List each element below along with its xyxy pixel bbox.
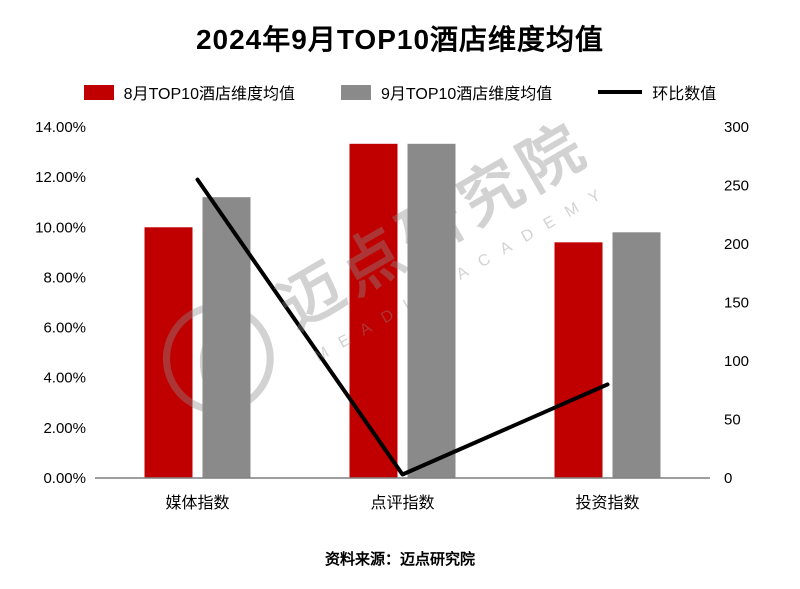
legend-item-september: 9月TOP10酒店维度均值 <box>340 80 553 104</box>
x-axis-category-label: 投资指数 <box>575 494 639 512</box>
left-axis-tick-label: 10.00% <box>35 219 86 236</box>
legend-item-mom: 环比数值 <box>598 80 716 104</box>
bar <box>554 242 603 478</box>
line-series <box>195 177 610 477</box>
right-axis-tick-label: 150 <box>724 295 749 312</box>
right-axis-tick-label: 200 <box>724 236 749 253</box>
bar <box>612 232 661 478</box>
legend-swatch-august <box>83 84 114 100</box>
source-note: 资料来源：迈点研究院 <box>324 551 475 568</box>
left-axis-tick-label: 4.00% <box>43 370 86 387</box>
left-axis-tick-label: 8.00% <box>43 269 86 286</box>
chart-canvas: 0.00% 2.00% 4.00% 6.00% 8.00% 10.00% 12.00% 14.… <box>35 119 749 512</box>
bar <box>202 197 251 478</box>
legend-label-mom: 环比数值 <box>652 86 717 103</box>
left-axis-tick-label: 14.00% <box>35 119 86 136</box>
left-axis-tick-label: 0.00% <box>43 470 86 487</box>
legend-swatch-september <box>340 84 371 100</box>
legend-item-august: 8月TOP10酒店维度均值 <box>83 80 295 104</box>
left-axis-tick-label: 2.00% <box>43 420 86 437</box>
right-axis-tick-label: 100 <box>724 353 749 370</box>
left-axis-tick-label: 6.00% <box>43 320 86 337</box>
bar <box>407 143 456 478</box>
bar <box>144 227 193 478</box>
legend: 8月TOP10酒店维度均值 9月TOP10酒店维度均值 环比数值 <box>0 80 800 104</box>
x-axis-category-label: 点评指数 <box>370 494 434 512</box>
right-axis-tick-label: 0 <box>724 470 732 487</box>
right-axis-tick-label: 250 <box>724 178 749 195</box>
legend-swatch-line <box>598 90 643 94</box>
chart-title: 2024年9月TOP10酒店维度均值 <box>195 24 605 55</box>
x-axis-category-label: 媒体指数 <box>165 494 229 512</box>
right-axis-tick-label: 300 <box>724 119 749 136</box>
bar <box>349 143 398 478</box>
legend-label-august: 8月TOP10酒店维度均值 <box>123 86 295 103</box>
left-axis-tick-label: 12.00% <box>35 169 86 186</box>
right-axis-tick-label: 50 <box>724 412 741 429</box>
legend-label-september: 9月TOP10酒店维度均值 <box>380 86 553 103</box>
